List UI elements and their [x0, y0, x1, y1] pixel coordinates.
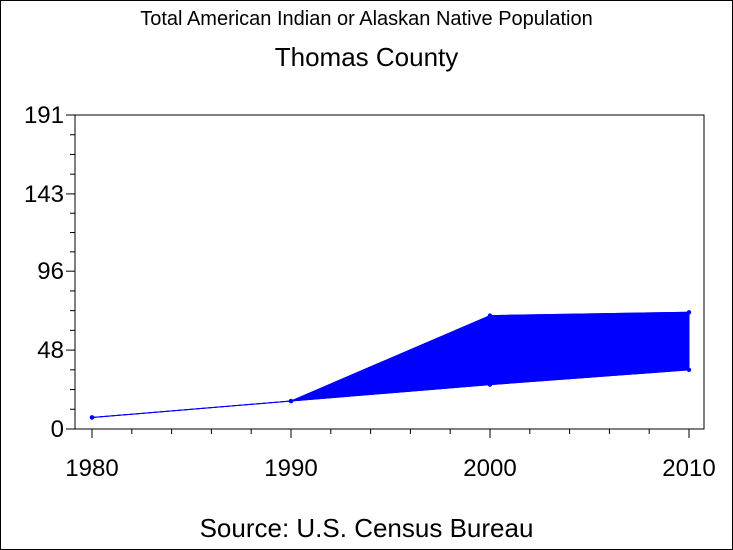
data-point: [487, 382, 493, 387]
y-tick-label: 96: [37, 258, 64, 285]
x-tick-label: 1990: [264, 455, 317, 482]
series-line-2: [91, 369, 690, 418]
y-tick-label: 143: [24, 181, 64, 208]
data-point: [686, 310, 692, 315]
y-axis: 0 48 96 143 191: [24, 102, 75, 443]
plot-area: [74, 114, 705, 430]
data-point: [487, 313, 493, 318]
data-point: [89, 415, 95, 420]
chart-marks: [89, 310, 692, 420]
x-tick-label: 2010: [662, 455, 715, 482]
y-tick-label: 48: [37, 337, 64, 364]
x-tick-label: 1980: [65, 455, 118, 482]
y-tick-label: 0: [51, 416, 64, 443]
data-point: [686, 367, 692, 373]
x-axis: 1980 1990 2000 2010: [65, 429, 716, 482]
chart-subtitle: Thomas County: [274, 42, 459, 72]
data-point: [288, 398, 294, 404]
y-tick-label: 191: [24, 102, 64, 129]
chart-title: Total American Indian or Alaskan Native …: [140, 8, 593, 30]
area-band: [91, 311, 690, 418]
x-tick-label: 2000: [463, 455, 516, 482]
chart-source: Source: U.S. Census Bureau: [199, 513, 534, 543]
